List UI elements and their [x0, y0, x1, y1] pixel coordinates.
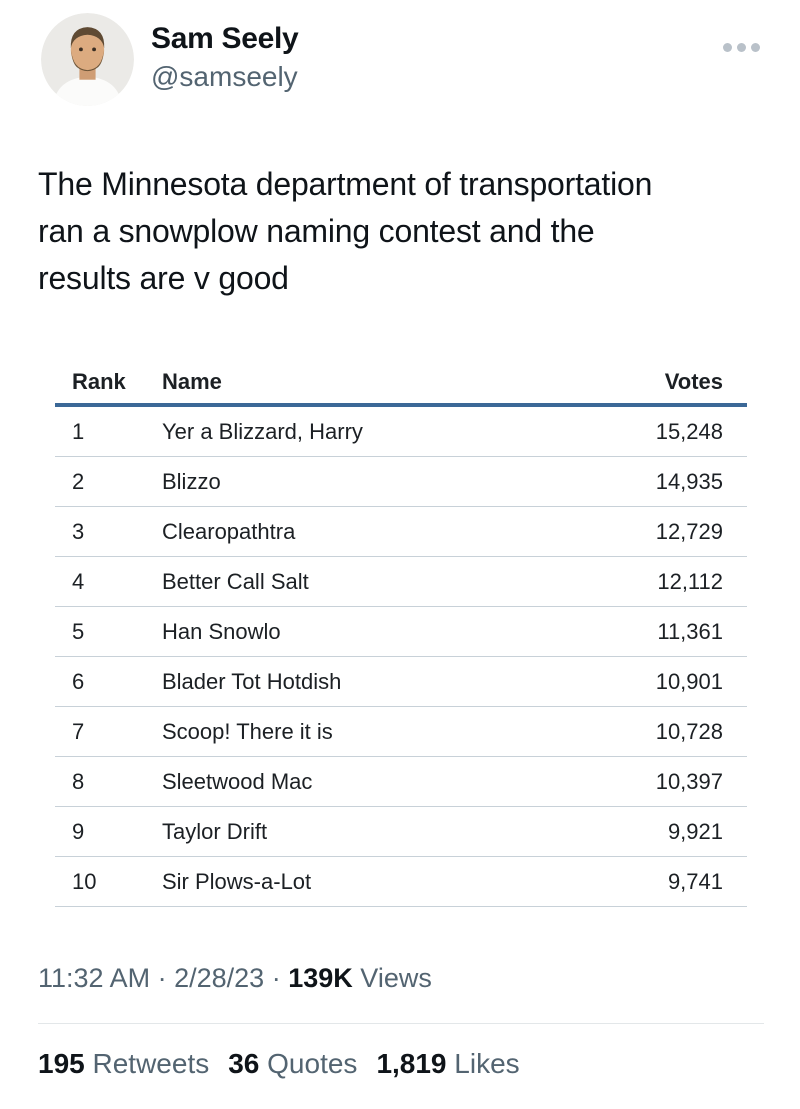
- votes-cell: 14,935: [655, 468, 723, 494]
- rank-cell: 1: [72, 418, 85, 444]
- tweet-header: Sam Seely @samseely: [38, 13, 764, 106]
- tweet-text-line: The Minnesota department of transportati…: [38, 166, 653, 202]
- engagement-stats: 195 Retweets 36 Quotes 1,819 Likes: [38, 1046, 764, 1082]
- meta-separator: ·: [271, 963, 281, 993]
- timestamp-line: 11:32 AM · 2/28/23 · 139K Views: [38, 961, 764, 995]
- column-header-name: Name: [162, 369, 222, 394]
- post-date[interactable]: 2/28/23: [174, 963, 265, 993]
- votes-cell: 10,901: [655, 668, 723, 694]
- user-handle[interactable]: @samseely: [151, 61, 298, 92]
- post-time[interactable]: 11:32 AM: [38, 963, 151, 993]
- stat-retweets[interactable]: 195 Retweets: [38, 1046, 209, 1082]
- name-cell: Sir Plows-a-Lot: [162, 868, 312, 894]
- name-cell: Sleetwood Mac: [162, 768, 313, 794]
- name-cell: Clearopathtra: [162, 518, 296, 544]
- votes-cell: 9,741: [667, 868, 723, 894]
- table-row: 1 Yer a Blizzard, Harry 15,248: [55, 407, 747, 457]
- table-row: 7 Scoop! There it is 10,728: [55, 707, 747, 757]
- votes-cell: 10,728: [655, 718, 723, 744]
- stat-count: 195: [38, 1048, 85, 1079]
- table-row: 2 Blizzo 14,935: [55, 457, 747, 507]
- rank-cell: 8: [72, 768, 85, 794]
- stat-count: 1,819: [376, 1048, 447, 1079]
- column-header-rank: Rank: [72, 369, 126, 394]
- table-row: 4 Better Call Salt 12,112: [55, 557, 747, 607]
- rank-cell: 4: [72, 568, 85, 594]
- ellipsis-dot: [751, 43, 760, 52]
- votes-cell: 15,248: [655, 418, 723, 444]
- tweet-text-line: ran a snowplow naming contest and the: [38, 213, 595, 249]
- divider: [38, 1023, 764, 1024]
- name-cell: Han Snowlo: [162, 618, 281, 644]
- stat-label: Likes: [454, 1048, 520, 1079]
- votes-cell: 10,397: [655, 768, 723, 794]
- display-name[interactable]: Sam Seely: [151, 22, 299, 55]
- name-cell: Better Call Salt: [162, 568, 309, 594]
- table-header-row: Rank Name Votes: [55, 361, 747, 407]
- column-header-votes: Votes: [664, 369, 723, 394]
- user-id-block: Sam Seely @samseely: [151, 13, 299, 95]
- stat-count: 36: [228, 1048, 260, 1079]
- votes-cell: 11,361: [657, 618, 723, 644]
- name-cell: Taylor Drift: [162, 818, 268, 844]
- name-cell: Scoop! There it is: [162, 718, 333, 744]
- name-cell: Blader Tot Hotdish: [162, 668, 342, 694]
- name-cell: Blizzo: [162, 468, 221, 494]
- stat-label: Quotes: [267, 1048, 358, 1079]
- table-row: 10 Sir Plows-a-Lot 9,741: [55, 857, 747, 907]
- ellipsis-dot: [723, 43, 732, 52]
- rank-cell: 2: [72, 468, 85, 494]
- table-body: 1 Yer a Blizzard, Harry 15,248 2 Blizzo 14,93…: [55, 407, 747, 907]
- avatar[interactable]: [41, 13, 134, 106]
- name-cell: Yer a Blizzard, Harry: [162, 418, 363, 444]
- avatar-image: [41, 13, 134, 106]
- more-options-icon[interactable]: [719, 39, 764, 56]
- meta-separator: ·: [157, 963, 167, 993]
- tweet-text: The Minnesota department of transportati…: [38, 161, 764, 302]
- tweet-text-line: results are v good: [38, 260, 289, 296]
- rank-cell: 9: [72, 818, 85, 844]
- table-row: 3 Clearopathtra 12,729: [55, 507, 747, 557]
- stat-likes[interactable]: 1,819 Likes: [376, 1046, 519, 1082]
- votes-cell: 12,112: [657, 568, 723, 594]
- rank-cell: 10: [72, 868, 97, 894]
- ellipsis-dot: [737, 43, 746, 52]
- results-table-image[interactable]: Rank Name Votes 1 Yer a Blizzard, Harry 15…: [55, 361, 747, 907]
- table-row: 9 Taylor Drift 9,921: [55, 807, 747, 857]
- votes-cell: 9,921: [667, 818, 723, 844]
- views-count: 139K: [288, 963, 353, 993]
- rank-cell: 5: [72, 618, 85, 644]
- rank-cell: 7: [72, 718, 85, 744]
- rank-cell: 6: [72, 668, 85, 694]
- votes-cell: 12,729: [655, 518, 723, 544]
- table-row: 6 Blader Tot Hotdish 10,901: [55, 657, 747, 707]
- stat-quotes[interactable]: 36 Quotes: [228, 1046, 357, 1082]
- table-row: 8 Sleetwood Mac 10,397: [55, 757, 747, 807]
- table-row: 5 Han Snowlo 11,361: [55, 607, 747, 657]
- stat-label: Retweets: [92, 1048, 210, 1079]
- views-label: Views: [360, 963, 432, 993]
- rank-cell: 3: [72, 518, 85, 544]
